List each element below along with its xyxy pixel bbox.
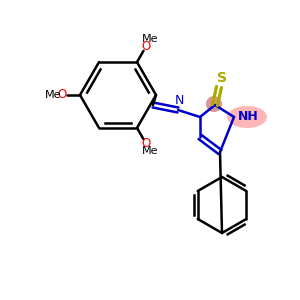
Text: O: O	[141, 40, 151, 53]
Text: N: N	[174, 94, 184, 107]
Ellipse shape	[206, 96, 222, 112]
Text: O: O	[141, 137, 151, 150]
Text: NH: NH	[238, 110, 258, 124]
Text: S: S	[217, 71, 227, 85]
Text: Me: Me	[142, 146, 159, 156]
Text: O: O	[57, 88, 67, 101]
Ellipse shape	[227, 106, 267, 128]
Text: Me: Me	[45, 90, 61, 100]
Text: Me: Me	[142, 34, 159, 44]
